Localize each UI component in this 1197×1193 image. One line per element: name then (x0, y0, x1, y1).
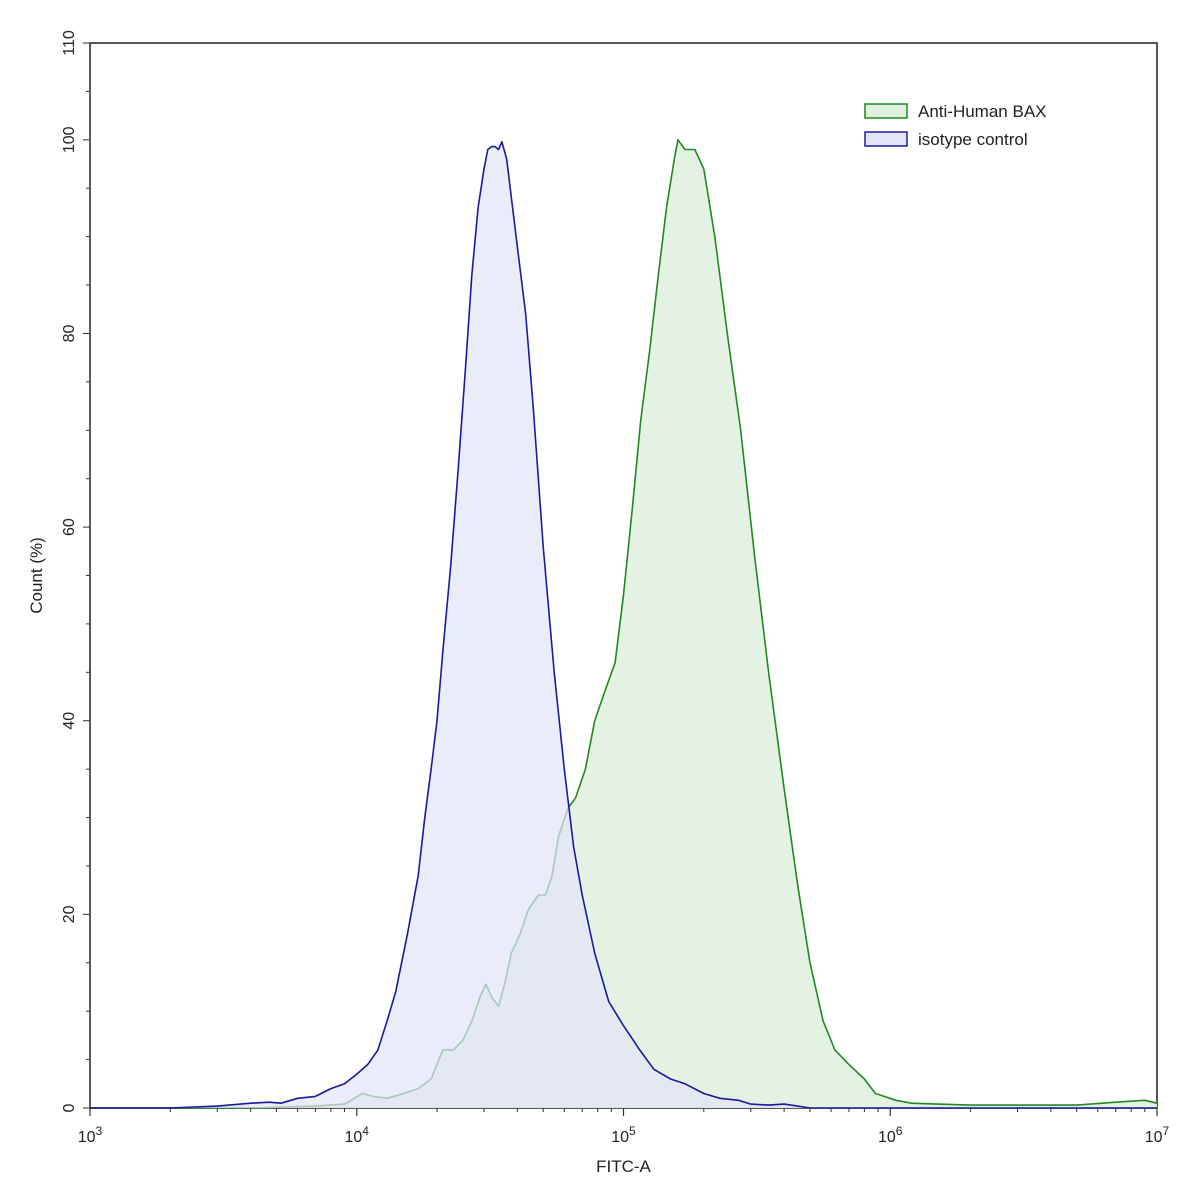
x-axis: 103 104 105 106 107 (78, 1108, 1170, 1146)
series-line-1 (90, 141, 1157, 1109)
x-tick-label: 105 (611, 1124, 636, 1146)
series-area-0 (90, 139, 1157, 1109)
x-axis-title: FITC-A (596, 1157, 651, 1176)
legend-swatch (864, 131, 908, 147)
legend: Anti-Human BAX isotype control (864, 102, 1047, 149)
y-axis-title: Count (%) (27, 537, 46, 614)
y-axis: 0 20 40 60 80 100 110 (61, 30, 90, 1112)
legend-swatch (864, 103, 908, 119)
y-tick-label: 110 (61, 30, 78, 56)
legend-label: Anti-Human BAX (918, 102, 1047, 121)
y-tick-label: 20 (61, 905, 78, 923)
x-tick-label: 106 (878, 1124, 903, 1146)
y-tick-label: 60 (61, 518, 78, 536)
x-tick-label: 107 (1145, 1124, 1170, 1146)
x-tick-label: 104 (345, 1124, 370, 1146)
x-tick-label: 103 (78, 1124, 103, 1146)
y-tick-label: 40 (61, 712, 78, 730)
series-layer (90, 139, 1158, 1109)
y-tick-label: 100 (61, 126, 78, 153)
y-tick-label: 80 (61, 325, 78, 343)
y-tick-label: 0 (61, 1103, 78, 1112)
legend-label: isotype control (918, 130, 1028, 149)
